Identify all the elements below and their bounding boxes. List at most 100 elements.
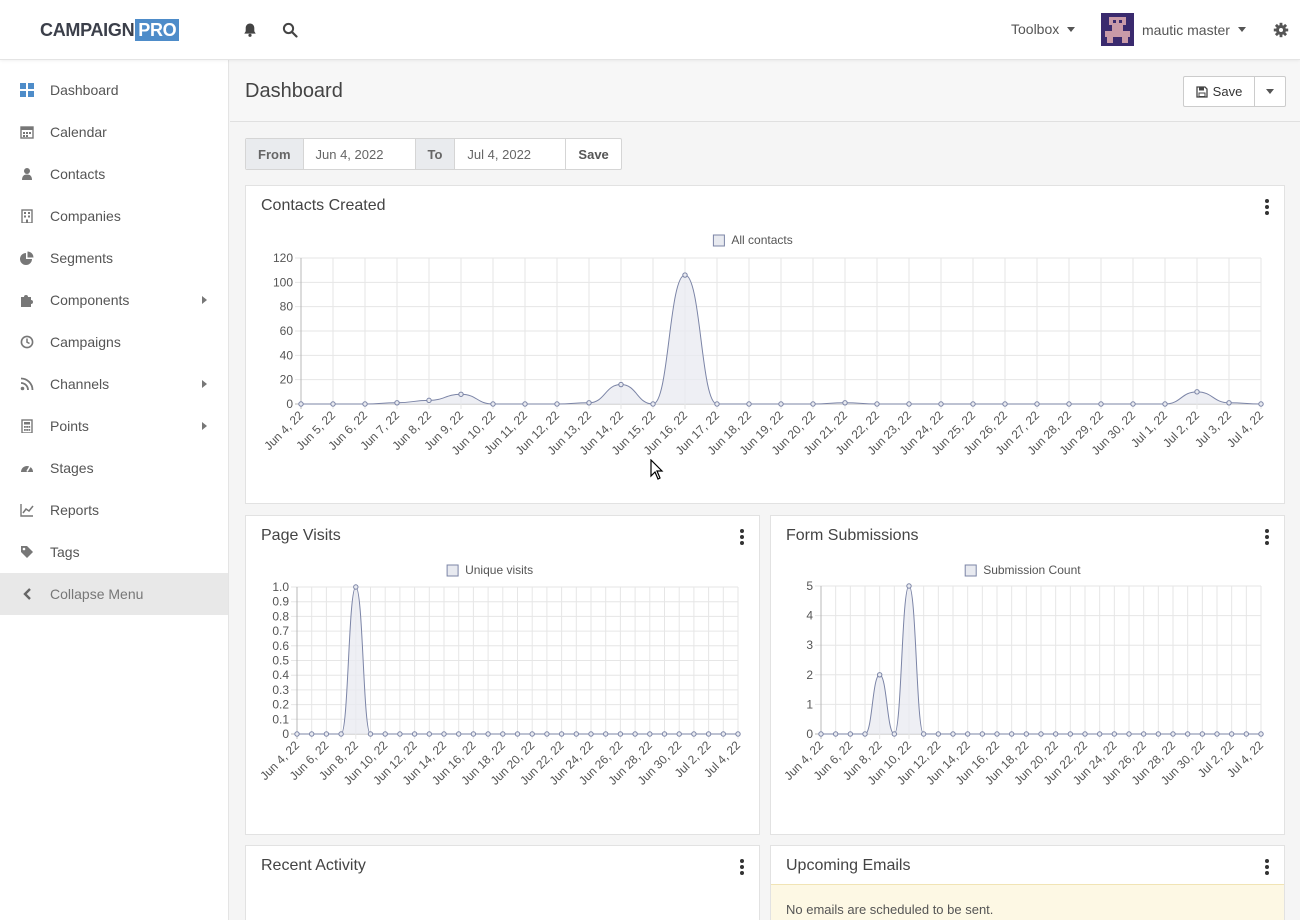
- data-point[interactable]: [1126, 731, 1132, 737]
- data-point[interactable]: [735, 731, 741, 737]
- data-point[interactable]: [456, 731, 462, 737]
- data-point[interactable]: [1184, 731, 1191, 737]
- data-point[interactable]: [353, 584, 359, 590]
- sidebar-item-calendar[interactable]: Calendar: [0, 111, 228, 153]
- data-point[interactable]: [1258, 401, 1264, 407]
- data-point[interactable]: [298, 401, 304, 407]
- data-point[interactable]: [426, 731, 433, 737]
- apply-date-range-button[interactable]: Save: [578, 146, 609, 162]
- data-point[interactable]: [588, 731, 594, 737]
- data-point[interactable]: [1199, 731, 1206, 737]
- data-point[interactable]: [544, 731, 550, 737]
- data-point[interactable]: [862, 731, 868, 737]
- data-point[interactable]: [1002, 401, 1008, 407]
- data-point[interactable]: [1023, 731, 1030, 737]
- data-point[interactable]: [382, 731, 388, 737]
- sidebar-item-reports[interactable]: Reports: [0, 489, 228, 531]
- data-point[interactable]: [558, 731, 565, 737]
- sidebar-item-companies[interactable]: Companies: [0, 195, 228, 237]
- sidebar-item-contacts[interactable]: Contacts: [0, 153, 228, 195]
- data-point[interactable]: [1194, 389, 1200, 395]
- data-point[interactable]: [1098, 401, 1104, 407]
- data-point[interactable]: [338, 731, 344, 737]
- data-point[interactable]: [1243, 731, 1250, 737]
- save-dashboard-button[interactable]: Save: [1183, 76, 1255, 107]
- data-point[interactable]: [1214, 731, 1220, 737]
- data-point[interactable]: [441, 731, 447, 737]
- data-point[interactable]: [935, 731, 942, 737]
- data-point[interactable]: [458, 391, 464, 397]
- data-point[interactable]: [1130, 401, 1136, 407]
- sidebar-item-segments[interactable]: Segments: [0, 237, 228, 279]
- data-point[interactable]: [1096, 731, 1103, 737]
- data-point[interactable]: [818, 731, 824, 737]
- data-point[interactable]: [714, 401, 720, 407]
- collapse-menu-button[interactable]: Collapse Menu: [0, 573, 228, 615]
- data-point[interactable]: [1228, 731, 1235, 737]
- widget-menu-icon[interactable]: [1262, 198, 1272, 215]
- legend-swatch[interactable]: [964, 564, 977, 577]
- sidebar-item-components[interactable]: Components: [0, 279, 228, 321]
- data-point[interactable]: [676, 731, 682, 737]
- to-date-input[interactable]: Jul 4, 2022: [454, 139, 567, 169]
- data-point[interactable]: [411, 731, 418, 737]
- data-point[interactable]: [514, 731, 521, 737]
- data-point[interactable]: [1226, 400, 1232, 406]
- data-point[interactable]: [1034, 401, 1040, 407]
- data-point[interactable]: [691, 731, 697, 737]
- data-point[interactable]: [964, 731, 971, 737]
- data-point[interactable]: [1140, 731, 1147, 737]
- data-point[interactable]: [950, 731, 956, 737]
- data-point[interactable]: [470, 731, 477, 737]
- data-point[interactable]: [661, 731, 668, 737]
- data-point[interactable]: [426, 397, 432, 404]
- data-point[interactable]: [778, 401, 784, 407]
- data-point[interactable]: [394, 400, 400, 406]
- sidebar-item-tags[interactable]: Tags: [0, 531, 228, 573]
- data-point[interactable]: [603, 731, 609, 737]
- data-point[interactable]: [746, 401, 752, 407]
- data-point[interactable]: [810, 401, 816, 407]
- widget-menu-icon[interactable]: [737, 858, 747, 875]
- sidebar-item-points[interactable]: Points: [0, 405, 228, 447]
- data-point[interactable]: [842, 400, 848, 406]
- sidebar-item-campaigns[interactable]: Campaigns: [0, 321, 228, 363]
- data-point[interactable]: [500, 731, 506, 737]
- data-point[interactable]: [650, 401, 656, 407]
- data-point[interactable]: [485, 731, 491, 737]
- data-point[interactable]: [1052, 731, 1059, 737]
- data-point[interactable]: [705, 731, 712, 737]
- data-point[interactable]: [1162, 401, 1168, 407]
- data-point[interactable]: [362, 401, 368, 407]
- data-point[interactable]: [308, 731, 315, 737]
- gear-icon[interactable]: [1271, 20, 1291, 40]
- data-point[interactable]: [906, 401, 912, 407]
- data-point[interactable]: [1066, 401, 1072, 407]
- save-options-dropdown[interactable]: [1255, 76, 1286, 107]
- data-point[interactable]: [970, 401, 976, 407]
- search-icon[interactable]: [280, 20, 300, 40]
- widget-menu-icon[interactable]: [1262, 858, 1272, 875]
- data-point[interactable]: [1038, 731, 1044, 737]
- user-menu[interactable]: mautic master: [1101, 13, 1246, 46]
- data-point[interactable]: [617, 731, 624, 737]
- data-point[interactable]: [632, 731, 638, 737]
- data-point[interactable]: [891, 731, 898, 737]
- data-point[interactable]: [994, 731, 1000, 737]
- data-point[interactable]: [554, 401, 560, 407]
- data-point[interactable]: [330, 401, 336, 407]
- bell-icon[interactable]: [240, 20, 260, 40]
- data-point[interactable]: [586, 400, 592, 406]
- data-point[interactable]: [874, 401, 880, 407]
- data-point[interactable]: [906, 583, 912, 589]
- widget-menu-icon[interactable]: [1262, 528, 1272, 545]
- data-point[interactable]: [323, 731, 330, 737]
- data-point[interactable]: [682, 272, 688, 278]
- data-point[interactable]: [920, 731, 927, 737]
- data-point[interactable]: [294, 731, 300, 737]
- data-point[interactable]: [647, 731, 653, 737]
- data-point[interactable]: [1258, 731, 1264, 737]
- data-point[interactable]: [847, 731, 854, 737]
- data-point[interactable]: [1008, 731, 1015, 737]
- legend-swatch[interactable]: [446, 564, 459, 577]
